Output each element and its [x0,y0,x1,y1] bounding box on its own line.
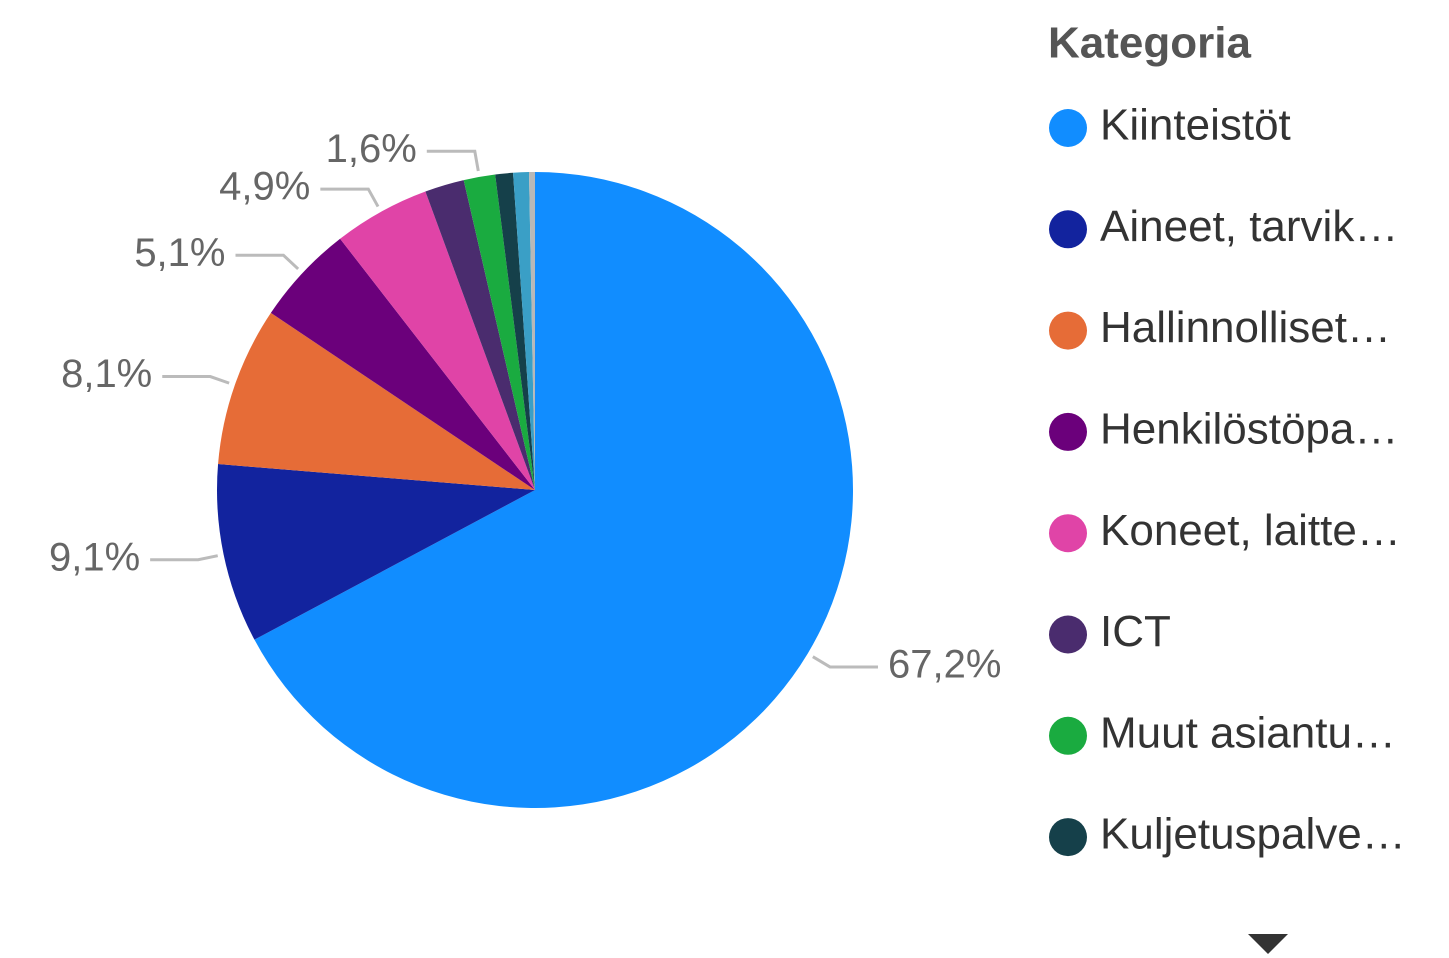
pie-slice [218,312,535,490]
legend-label: ICT [1100,607,1171,656]
legend-marker [1049,716,1087,755]
data-label: 9,1% [49,535,140,579]
pie-slice [529,172,535,490]
leader-line [320,187,380,208]
pie-slice [513,172,535,490]
data-label: 8,1% [61,352,152,396]
leader-line [426,149,480,172]
legend-title: Kategoria [1048,19,1251,68]
legend-label: Henkilöstöpa… [1100,405,1398,454]
data-label: 1,6% [326,127,417,171]
legend-marker [1049,818,1087,857]
data-label: 67,2% [888,643,1001,687]
legend-label: Koneet, laitte… [1100,506,1401,555]
pie-slice [463,174,535,491]
legend-label: Aineet, tarvik… [1100,202,1398,251]
leader-line [150,554,219,562]
legend-label: Muut asiantu… [1100,708,1396,757]
data-label: 5,1% [134,231,225,275]
leader-line [162,375,230,385]
pie-slice [217,464,536,640]
pie-slice [340,191,535,490]
legend-marker [1049,210,1087,249]
legend-label: Kuljetuspalve… [1100,810,1406,859]
pie-slice [495,172,535,490]
leader-line [812,655,878,669]
legend-label: Hallinnolliset… [1100,303,1391,352]
leader-line [235,253,300,271]
legend-marker [1049,615,1087,654]
data-label: 4,9% [219,165,310,209]
pie-slice [270,238,535,490]
legend-marker [1049,412,1087,451]
legend-scroll-arrow[interactable] [1248,934,1288,954]
pie-slice [254,172,854,808]
legend-label: Kiinteistöt [1100,101,1291,150]
legend-marker [1049,109,1087,147]
pie-slice [425,180,535,490]
legend-marker [1049,311,1087,350]
legend-marker [1049,514,1087,553]
